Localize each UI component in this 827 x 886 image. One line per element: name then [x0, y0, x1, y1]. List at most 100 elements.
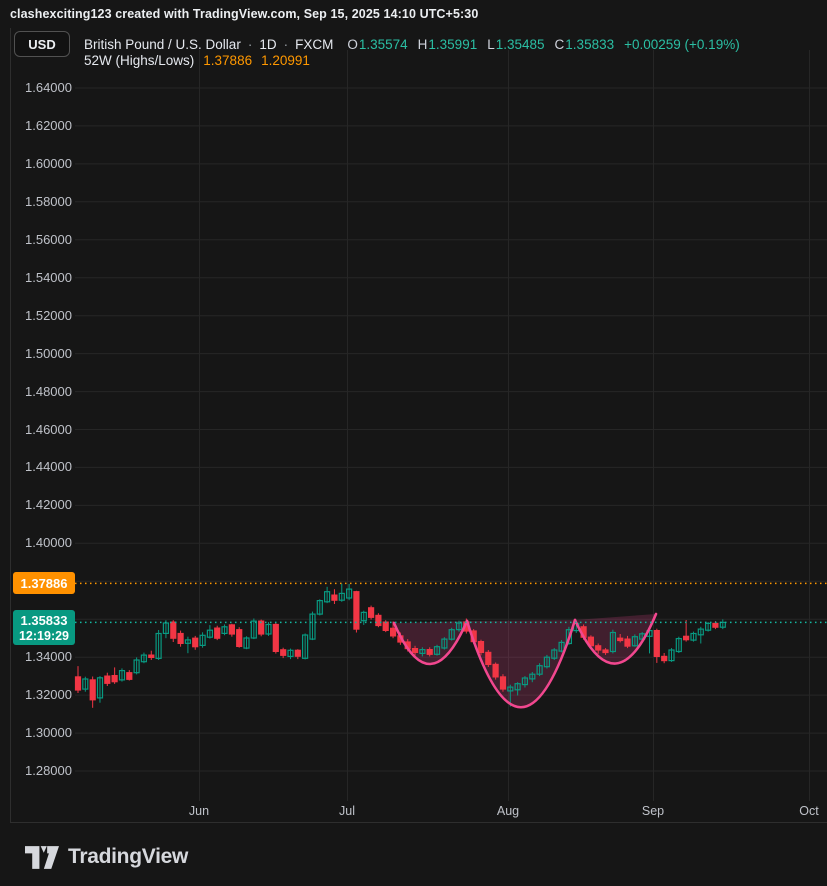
candle-up — [521, 677, 529, 686]
ohlc-values: O 1.35574 H 1.35991 L 1.35485 C 1.35833 +0.0… — [347, 37, 739, 52]
separator-dot: · — [247, 36, 253, 52]
tradingview-wordmark[interactable]: TradingView — [68, 845, 189, 868]
candle-up — [243, 637, 250, 649]
candle-down — [375, 614, 382, 627]
candle-up — [455, 622, 463, 631]
candle-up — [96, 677, 104, 699]
candle-up — [338, 592, 345, 601]
candle-up — [558, 641, 565, 652]
candle-up — [543, 656, 551, 668]
candle-up — [565, 629, 573, 645]
time-axis-label: Oct — [799, 804, 819, 818]
badge-last-value: 1.35833 — [20, 612, 68, 628]
candle-up — [690, 632, 697, 641]
price-axis-label: 1.30000 — [25, 725, 72, 740]
tradingview-logo-icon[interactable] — [25, 845, 59, 869]
exchange-label: FXCM — [295, 36, 334, 52]
currency-toggle-button[interactable]: USD — [14, 31, 70, 57]
low-key: L — [487, 36, 495, 52]
candle-up — [441, 638, 448, 649]
candle-down — [148, 654, 155, 658]
candle-down — [74, 676, 82, 691]
candle-down — [624, 638, 631, 647]
candle-down — [89, 679, 96, 701]
candle-up — [551, 649, 558, 659]
candle-down — [280, 649, 287, 656]
candle-down — [272, 623, 279, 652]
fiftytwo-week-low-value: 1.20991 — [261, 52, 310, 68]
open-key: O — [347, 36, 358, 52]
candle-up — [265, 623, 272, 635]
candle-up — [668, 649, 675, 662]
fiftytwo-week-high-price-badge: 1.37886 — [13, 572, 75, 594]
separator-dot: · — [283, 36, 289, 52]
time-axis-label: Jul — [339, 804, 355, 818]
candle-up — [309, 613, 316, 640]
candle-up — [697, 628, 704, 636]
candle-up — [324, 591, 331, 603]
price-axis-label: 1.28000 — [25, 763, 72, 778]
candle-up — [140, 654, 147, 663]
candle-down — [653, 629, 660, 657]
last-price-badge: 1.35833 12:19:29 — [13, 610, 75, 645]
fiftytwo-week-label: 52W (Highs/Lows) — [84, 52, 195, 68]
price-axis-label: 1.48000 — [25, 384, 72, 399]
candle-up — [82, 678, 89, 690]
candle-down — [368, 607, 375, 618]
bar-close-countdown: 12:19:29 — [18, 628, 70, 643]
candle-up — [514, 683, 521, 691]
candle-down — [426, 648, 433, 655]
cup-arc-line[interactable] — [465, 618, 577, 709]
candle-down — [228, 624, 235, 635]
candle-up — [287, 649, 294, 657]
candle-up — [118, 669, 126, 681]
symbol-legend-row: British Pound / U.S. Dollar · 1D · FXCM … — [84, 36, 740, 52]
candle-down — [382, 621, 389, 631]
candle-up — [448, 629, 455, 640]
candle-up — [346, 588, 353, 599]
time-scale[interactable]: Jun Jul Aug Sep Oct — [10, 796, 827, 822]
fiftytwo-week-row: 52W (Highs/Lows) 1.37886 1.20991 — [84, 52, 310, 68]
time-axis-label: Jun — [188, 804, 210, 818]
price-axis-label: 1.46000 — [25, 422, 72, 437]
candle-down — [595, 645, 602, 651]
price-axis-label: 1.32000 — [25, 687, 72, 702]
low-value: 1.35485 — [495, 36, 545, 52]
candle-up — [419, 648, 426, 654]
candle-down — [492, 663, 499, 678]
candle-up — [631, 636, 639, 647]
price-axis-label: 1.34000 — [25, 649, 72, 664]
candle-up — [529, 673, 536, 680]
candle-down — [602, 649, 609, 654]
candle-down — [331, 594, 338, 601]
candle-down — [499, 676, 507, 690]
candle-down — [294, 649, 301, 657]
candle-up — [133, 659, 140, 674]
price-axis-label: 1.60000 — [25, 156, 72, 171]
price-axis-label: 1.42000 — [25, 497, 72, 512]
cup-arc-line[interactable] — [573, 612, 658, 665]
badge-high-value: 1.37886 — [20, 575, 68, 591]
symbol-title: British Pound / U.S. Dollar — [84, 36, 241, 52]
attribution-text: clashexciting123 created with TradingVie… — [10, 7, 479, 21]
candle-down — [712, 622, 719, 628]
candle-up — [184, 639, 191, 644]
candle-down — [170, 621, 177, 639]
candle-up — [316, 599, 323, 615]
candle-down — [177, 632, 184, 644]
price-scale[interactable]: 1.64000 1.62000 1.60000 1.58000 1.56000 1.540… — [0, 70, 75, 822]
price-axis-label: 1.40000 — [25, 535, 72, 550]
close-value: 1.35833 — [565, 36, 615, 52]
interval-label: 1D — [259, 36, 277, 52]
candle-up — [719, 621, 726, 628]
change-value: +0.00259 (+0.19%) — [624, 36, 740, 52]
high-value: 1.35991 — [428, 36, 478, 52]
cup-arc-line[interactable] — [392, 619, 469, 666]
candle-up — [704, 622, 712, 631]
candle-up — [155, 632, 162, 659]
close-key: C — [554, 36, 565, 52]
price-axis-label: 1.52000 — [25, 308, 72, 323]
candle-down — [485, 651, 492, 666]
